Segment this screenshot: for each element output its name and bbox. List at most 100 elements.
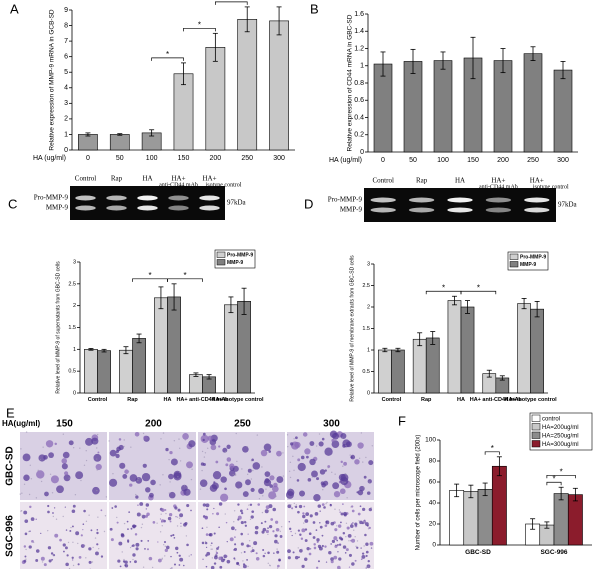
pore <box>248 540 251 542</box>
pore <box>179 447 181 449</box>
band-label: Pro-MMP-9 <box>34 194 69 202</box>
cell <box>260 449 268 457</box>
cell <box>354 522 358 526</box>
pore <box>318 433 321 435</box>
cell <box>175 515 177 518</box>
gel-band <box>524 207 550 213</box>
cell <box>268 491 277 500</box>
pore <box>236 460 238 463</box>
pore <box>348 540 350 542</box>
cell <box>351 509 355 513</box>
cell <box>204 541 208 545</box>
lane-label: HA <box>142 175 152 183</box>
bar <box>530 308 544 394</box>
significance-bracket <box>484 451 500 455</box>
y-tick-label: 0.6 <box>354 97 364 104</box>
cell <box>226 559 231 564</box>
cell <box>317 504 322 508</box>
cell <box>127 540 130 543</box>
pore <box>130 446 132 448</box>
significance-bracket <box>546 474 576 479</box>
cell <box>35 559 39 562</box>
cell <box>164 548 168 552</box>
cell <box>354 559 357 562</box>
cell <box>100 509 103 512</box>
pore <box>127 470 130 473</box>
cell <box>40 532 42 535</box>
cell <box>331 440 340 448</box>
significance-label: * <box>477 283 480 292</box>
pore <box>41 561 44 563</box>
pore <box>132 558 134 561</box>
cell <box>164 509 167 511</box>
bar <box>477 489 493 546</box>
cell <box>186 543 189 547</box>
pore <box>353 529 355 531</box>
cell <box>363 475 367 479</box>
y-tick-label: 0 <box>360 149 364 156</box>
pore <box>334 473 336 475</box>
pore <box>183 485 186 487</box>
cell <box>299 533 302 536</box>
cell <box>331 539 336 544</box>
cell <box>71 509 76 514</box>
pore <box>105 496 108 498</box>
cell <box>332 482 340 490</box>
y-tick-label: 1 <box>73 347 76 353</box>
pore <box>280 525 283 528</box>
cell <box>216 547 219 550</box>
cell <box>229 537 234 542</box>
pore <box>303 522 305 524</box>
cell <box>157 541 159 543</box>
pore <box>288 470 291 472</box>
pore <box>293 502 296 505</box>
cell <box>254 530 259 535</box>
pore <box>315 445 318 447</box>
pore <box>141 514 143 517</box>
cell <box>366 491 371 495</box>
cell <box>354 459 360 465</box>
pore <box>242 560 244 562</box>
x-tick-label: 300 <box>557 157 569 164</box>
cell <box>180 522 182 525</box>
cell <box>165 447 169 452</box>
cell <box>346 526 350 530</box>
micrograph <box>109 502 196 569</box>
pore <box>37 469 39 472</box>
x-tick-label: 200 <box>497 157 509 164</box>
cell <box>343 461 347 466</box>
cell <box>328 550 332 555</box>
x-tick-label: 250 <box>527 157 539 164</box>
pore <box>322 489 324 491</box>
pore <box>250 478 253 480</box>
panel-letter: C <box>8 196 17 211</box>
cell <box>278 558 281 562</box>
pore <box>176 516 179 518</box>
y-axis-label: Relative level of MMP-9 of supernatants … <box>55 261 61 394</box>
cell <box>264 509 269 514</box>
lane-note: isotype control <box>206 182 242 188</box>
legend-swatch <box>531 414 541 422</box>
cell <box>273 482 278 488</box>
x-tick-label: 250 <box>241 155 253 162</box>
pore <box>173 440 176 442</box>
cell <box>312 536 316 539</box>
cell <box>23 559 27 563</box>
cell <box>109 527 113 531</box>
cell <box>254 525 259 530</box>
cell <box>272 485 279 493</box>
x-tick-label: 0 <box>381 157 385 164</box>
x-tick-label: 150 <box>467 157 479 164</box>
cell <box>177 508 181 512</box>
cell <box>306 455 309 459</box>
cell <box>316 538 320 542</box>
pore <box>85 450 87 452</box>
cell <box>287 504 292 509</box>
cell <box>314 512 319 516</box>
cell <box>359 520 363 525</box>
cell <box>313 543 316 546</box>
cell <box>169 450 173 455</box>
pore <box>137 477 140 480</box>
pore <box>180 525 182 527</box>
cell <box>23 510 28 515</box>
